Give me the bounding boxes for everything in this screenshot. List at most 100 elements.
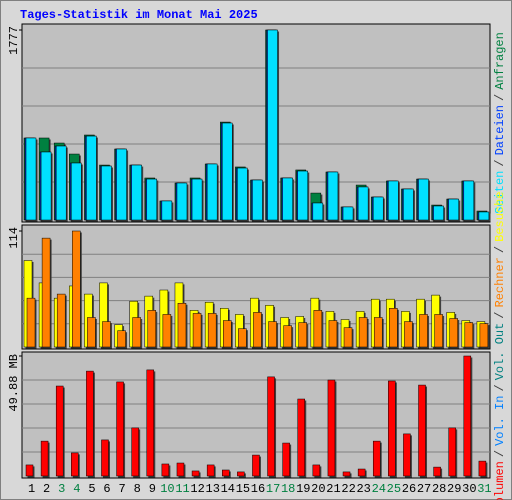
x-tick-label: 1 <box>28 482 35 496</box>
bar <box>418 178 429 221</box>
x-tick-label: 12 <box>190 482 204 496</box>
x-tick-label: 18 <box>281 482 295 496</box>
bar <box>478 460 487 477</box>
bar <box>176 182 188 221</box>
bar <box>131 164 142 221</box>
bar <box>357 186 369 221</box>
bar <box>388 380 396 477</box>
bar <box>206 464 215 477</box>
bar <box>162 314 172 348</box>
bar <box>449 318 458 348</box>
bar <box>146 178 158 221</box>
x-tick-label: 15 <box>236 482 250 496</box>
bar <box>71 452 79 477</box>
bar <box>372 196 384 221</box>
bar <box>101 439 109 477</box>
bar <box>72 230 81 348</box>
bar <box>297 398 305 477</box>
x-tick-label: 17 <box>266 482 280 496</box>
bar <box>206 163 218 221</box>
bar <box>87 317 96 348</box>
bar <box>357 468 366 477</box>
bar <box>464 322 474 348</box>
chart-title: Tages-Statistik im Monat Mai 2025 <box>20 8 258 22</box>
legend-separator: / <box>493 246 507 253</box>
x-tick-label: 10 <box>160 482 174 496</box>
bar <box>282 177 293 221</box>
bar <box>147 310 157 348</box>
x-tick-label: 22 <box>341 482 355 496</box>
bar <box>448 427 456 477</box>
bar <box>342 471 351 477</box>
x-tick-label: 7 <box>119 482 126 496</box>
x-tick-label: 28 <box>432 482 446 496</box>
legend-separator: / <box>493 384 507 391</box>
bar <box>176 462 185 477</box>
bar <box>267 376 275 477</box>
x-tick-label: 21 <box>326 482 340 496</box>
y-tick-label: 114 <box>7 227 21 249</box>
legend-entry: Seiten <box>493 171 507 214</box>
legend-separator: / <box>493 450 507 457</box>
x-tick-label: 19 <box>296 482 310 496</box>
bar <box>267 29 278 221</box>
bar <box>282 442 290 477</box>
bar <box>297 170 308 221</box>
legend-entry: Vol. Out <box>493 323 507 381</box>
bar <box>222 122 233 221</box>
bar <box>26 297 36 348</box>
legend-entry: Besuche <box>493 191 507 241</box>
bar <box>479 323 489 348</box>
bar <box>372 440 381 477</box>
bar <box>86 370 94 477</box>
x-tick-label: 11 <box>175 482 189 496</box>
bar <box>40 440 49 477</box>
bar <box>327 171 339 221</box>
legend: Volumen / Vol. In / Vol. Out / Rechner / Besuche <box>493 191 507 500</box>
x-tick-label: 2 <box>43 482 50 496</box>
bar <box>161 463 170 477</box>
bar <box>102 321 111 348</box>
bar <box>358 317 368 348</box>
bar <box>418 384 426 477</box>
bar <box>25 137 37 221</box>
bar <box>433 466 441 477</box>
bar <box>207 313 217 348</box>
x-tick-label: 5 <box>88 482 95 496</box>
bar <box>132 317 141 348</box>
bar <box>116 381 124 477</box>
bar <box>389 308 398 348</box>
x-tick-label: 6 <box>103 482 110 496</box>
bar <box>117 330 126 348</box>
legend-entry: Rechner <box>493 257 507 307</box>
bar <box>283 325 292 348</box>
bar <box>161 200 173 221</box>
bar <box>478 211 490 221</box>
x-tick-label: 3 <box>58 482 65 496</box>
bar <box>41 237 51 348</box>
bar <box>312 464 321 477</box>
bar <box>298 322 307 348</box>
legend-separator: / <box>493 311 507 318</box>
bar <box>312 202 324 221</box>
bar <box>191 178 203 221</box>
x-tick-label: 30 <box>462 482 476 496</box>
x-tick-label: 29 <box>447 482 461 496</box>
bar <box>191 470 200 477</box>
x-tick-label: 4 <box>73 482 80 496</box>
x-tick-label: 24 <box>372 482 386 496</box>
bar <box>71 162 82 221</box>
bar <box>433 205 444 221</box>
x-tick-label: 9 <box>149 482 156 496</box>
x-tick-label: 8 <box>134 482 141 496</box>
bar <box>388 180 399 221</box>
bar <box>146 369 155 477</box>
x-tick-label: 13 <box>206 482 220 496</box>
x-tick-label: 27 <box>417 482 431 496</box>
legend-separator: / <box>493 159 507 166</box>
legend-separator: / <box>493 94 507 101</box>
bar <box>252 454 260 477</box>
legend-entry: Vol. In <box>493 396 507 446</box>
